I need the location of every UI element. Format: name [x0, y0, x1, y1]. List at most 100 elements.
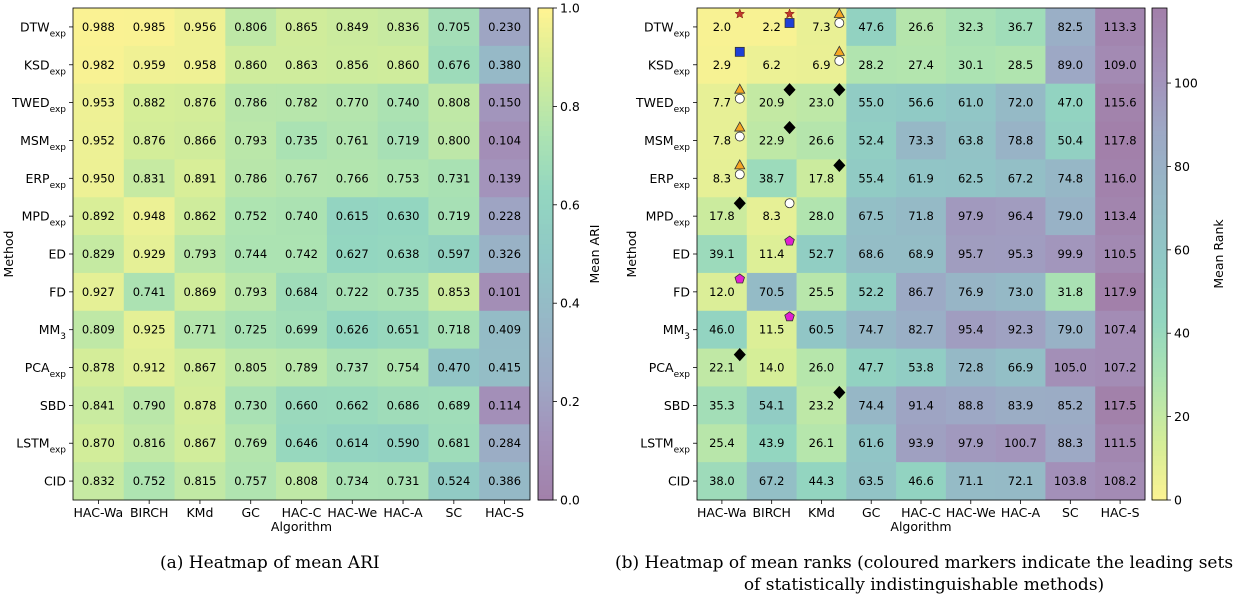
colorbar-segment [538, 106, 553, 112]
cell-value-label: 2.2 [763, 20, 781, 34]
colorbar-segment [1152, 199, 1167, 206]
cell-value-label: 0.754 [387, 361, 420, 375]
cell-value-label: 0.646 [285, 436, 318, 450]
heatmap-cell [1095, 462, 1146, 501]
cell-value-label: 52.4 [858, 133, 884, 147]
heatmap-cell [225, 121, 277, 160]
colorbar-segment [1152, 254, 1167, 260]
cell-value-label: 0.722 [336, 285, 369, 299]
heatmap-cell [479, 310, 531, 350]
heatmap-cell [1095, 83, 1146, 123]
colorbar-segment [1152, 165, 1167, 171]
heatmap-cell [1095, 8, 1146, 47]
cell-value-label: 0.699 [285, 323, 318, 337]
cell-value-label: 12.0 [709, 285, 735, 299]
y-tick-label: CID [668, 474, 690, 489]
heatmap-cell [846, 8, 897, 47]
x-tick-label: KMd [186, 505, 213, 520]
cell-value-label: 0.863 [285, 58, 318, 72]
heatmap-cell [995, 386, 1046, 425]
cell-value-label: 11.4 [759, 247, 785, 261]
heatmap-cell [174, 159, 226, 198]
colorbar-segment [1152, 293, 1167, 299]
colorbar-segment [538, 313, 553, 319]
heatmap-cell [225, 462, 277, 501]
colorbar-segment [538, 140, 553, 147]
heatmap-cell [1045, 83, 1096, 123]
colorbar-segment [538, 450, 553, 457]
heatmap-cell [123, 121, 176, 160]
colorbar-segment [1152, 131, 1167, 137]
cell-value-label: 0.793 [234, 133, 267, 147]
cell-value-label: 0.737 [336, 361, 369, 375]
heatmap-cell [377, 462, 429, 501]
cell-value-label: 25.5 [809, 285, 835, 299]
cell-value-label: 89.0 [1058, 58, 1084, 72]
colorbar-segment [1152, 244, 1167, 250]
heatmap-cell [326, 45, 379, 85]
heatmap-cell [945, 424, 997, 463]
cell-value-label: 0.831 [133, 171, 166, 185]
x-tick-label: HAC-C [282, 505, 322, 520]
cell-value-label: 0.988 [82, 20, 115, 34]
cell-value-label: 66.9 [1008, 361, 1034, 375]
heatmap-cell [1095, 159, 1146, 198]
heatmap-cell [123, 424, 176, 463]
cell-value-label: 52.2 [858, 285, 884, 299]
cell-value-label: 79.0 [1058, 323, 1084, 337]
colorbar-segment [538, 131, 553, 137]
heatmap-cell [73, 8, 125, 47]
colorbar-segment [538, 249, 553, 255]
heatmap-cell [846, 386, 897, 425]
cell-value-label: 23.0 [809, 96, 835, 110]
heatmap-cell [276, 45, 328, 85]
colorbar-segment [1152, 495, 1167, 501]
heatmap-cell [995, 45, 1046, 85]
colorbar-segment [538, 219, 553, 226]
colorbar-segment [1152, 91, 1167, 98]
cell-value-label: 70.5 [759, 285, 785, 299]
colorbar-segment [1152, 327, 1167, 334]
heatmap-cell [428, 159, 480, 198]
colorbar-segment [538, 12, 553, 19]
cell-value-label: 0.892 [82, 209, 115, 223]
heatmap-cell [377, 8, 429, 47]
heatmap-cell [479, 462, 531, 501]
cell-value-label: 0.597 [437, 247, 470, 261]
colorbar-segment [1152, 111, 1167, 117]
colorbar-segment [538, 234, 553, 240]
cell-value-label: 0.891 [183, 171, 216, 185]
heatmap-cell [174, 348, 226, 387]
y-tick-label: CID [44, 474, 66, 489]
colorbar-segment [1152, 396, 1167, 403]
colorbar-segment [1152, 71, 1167, 78]
cell-value-label: 0.925 [133, 323, 166, 337]
heatmap-cell [326, 235, 379, 274]
cell-value-label: 30.1 [958, 58, 984, 72]
cell-value-label: 91.4 [908, 398, 934, 412]
heatmap-cell [123, 235, 176, 274]
colorbar-segment [538, 475, 553, 481]
cell-value-label: 0.470 [437, 361, 470, 375]
cell-value-label: 28.2 [858, 58, 884, 72]
cell-value-label: 0.409 [488, 323, 521, 337]
heatmap-cell [428, 462, 480, 501]
colorbar-segment [538, 62, 553, 68]
colorbar-segment [1152, 96, 1167, 103]
y-tick-label: DTWexp [20, 19, 66, 39]
cell-value-label: 79.0 [1058, 209, 1084, 223]
colorbar-segment [1152, 313, 1167, 319]
colorbar-segment [1152, 377, 1167, 383]
marker-circle [734, 169, 745, 180]
heatmap-cell [276, 386, 328, 425]
colorbar-segment [538, 391, 553, 398]
heatmap-cell [697, 462, 748, 501]
colorbar-segment [538, 22, 553, 29]
cell-value-label: 44.3 [809, 474, 835, 488]
colorbar-segment [1152, 12, 1167, 19]
cell-value-label: 0.741 [133, 285, 166, 299]
heatmap-cell [479, 424, 531, 463]
cell-value-label: 0.829 [82, 247, 115, 261]
colorbar-segment [538, 116, 553, 122]
